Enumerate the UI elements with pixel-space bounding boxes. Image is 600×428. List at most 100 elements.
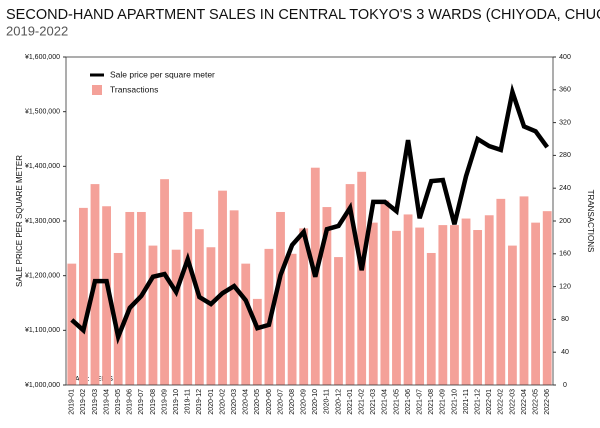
lines <box>70 83 550 345</box>
y-tick-label: ¥1,200,000 <box>25 273 60 280</box>
y2-tick-label: 400 <box>559 54 571 61</box>
bar <box>531 222 541 385</box>
x-tick-label: 2020-11 <box>324 389 331 414</box>
x-tick-label: 2022-04 <box>521 389 528 415</box>
bar <box>334 257 343 385</box>
x-tick-label: 2022-05 <box>532 389 539 415</box>
bar <box>461 218 471 385</box>
x-tick-label: 2022-03 <box>509 389 516 415</box>
x-tick-label: 2020-01 <box>208 389 215 415</box>
x-tick-label: 2019-10 <box>173 389 180 415</box>
bar <box>450 225 459 385</box>
x-tick-label: 2022-01 <box>486 389 493 415</box>
bar <box>484 215 494 385</box>
x-tick-label: 2020-06 <box>266 389 273 415</box>
y2-tick-label: 160 <box>559 251 571 258</box>
x-tick-label: 2021-07 <box>416 389 423 415</box>
y-tick-label: ¥1,000,000 <box>25 382 60 389</box>
x-tick-label: 2020-07 <box>277 389 284 415</box>
x-tick-label: 2021-03 <box>370 389 377 415</box>
y2-tick-label: 240 <box>559 185 571 192</box>
bar <box>496 198 506 385</box>
bar <box>229 210 239 385</box>
bar <box>218 190 227 385</box>
x-tick-label: 2019-07 <box>138 389 145 415</box>
legend-label: Transactions <box>110 84 158 94</box>
x-tick-label: 2019-06 <box>127 389 134 415</box>
x-tick-label: 2021-10 <box>451 389 458 415</box>
y2-tick-label: 360 <box>559 87 571 94</box>
x-tick-label: 2019-01 <box>69 389 76 415</box>
y-tick-label: ¥1,100,000 <box>25 327 60 334</box>
y-tick-label: ¥1,400,000 <box>25 163 60 170</box>
legend-swatch <box>92 85 102 95</box>
legend-label: Sale price per square meter <box>110 69 215 79</box>
x-tick-label: 2020-05 <box>254 389 261 415</box>
x-tick-label: 2019-03 <box>92 389 99 415</box>
x-tick-label: 2019-02 <box>80 389 87 415</box>
x-tick-label: 2020-02 <box>219 389 226 415</box>
x-tick-label: 2021-06 <box>405 389 412 415</box>
bar <box>508 245 517 385</box>
y2-tick-label: 320 <box>559 119 571 126</box>
y-axis-label: SALE PRICE PER SQUARE METER <box>15 155 24 287</box>
x-tick-label: 2019-11 <box>185 389 192 414</box>
x-tick-label: 2020-09 <box>301 389 308 415</box>
bar <box>322 207 332 385</box>
bar <box>380 200 390 385</box>
x-tick-label: 2022-06 <box>544 389 551 415</box>
bar <box>183 211 193 385</box>
bar <box>299 228 309 385</box>
bar <box>241 263 251 385</box>
x-tick-label: 2021-09 <box>440 389 447 415</box>
y-tick-label: ¥1,300,000 <box>25 218 60 225</box>
x-tick-label: 2019-04 <box>103 389 110 415</box>
chart-subtitle: 2019-2022 <box>6 23 68 38</box>
bar <box>542 211 552 385</box>
y2-tick-label: 280 <box>559 152 571 159</box>
x-tick-label: 2020-03 <box>231 389 238 415</box>
bar <box>125 211 135 385</box>
bar <box>160 179 169 385</box>
x-tick-label: 2020-12 <box>335 389 342 415</box>
bar <box>67 263 77 385</box>
y2-tick-label: 200 <box>559 218 571 225</box>
x-tick-label: 2020-08 <box>289 389 296 415</box>
bar <box>276 211 285 385</box>
bars <box>67 167 552 385</box>
x-tick-label: 2021-11 <box>463 389 470 414</box>
x-tick-label: 2019-05 <box>115 389 122 415</box>
bar <box>78 207 88 385</box>
bar <box>171 249 181 385</box>
chart-title: SECOND-HAND APARTMENT SALES IN CENTRAL T… <box>6 7 600 23</box>
y2-tick-label: 120 <box>559 283 571 290</box>
bar <box>113 252 123 385</box>
bar <box>252 298 262 385</box>
x-tick-label: 2021-12 <box>474 389 481 415</box>
y-tick-label: ¥1,600,000 <box>25 54 60 61</box>
x-tick-label: 2022-02 <box>498 389 505 415</box>
x-tick-label: 2019-09 <box>161 389 168 415</box>
bar <box>206 247 216 385</box>
bar <box>148 245 158 385</box>
bar <box>426 252 436 385</box>
bar <box>102 206 111 385</box>
x-tick-label: 2020-10 <box>312 389 319 415</box>
y2-tick-label: 0 <box>563 382 567 389</box>
y-tick-label: ¥1,500,000 <box>25 109 60 116</box>
x-tick-label: 2019-08 <box>150 389 157 415</box>
x-tick-label: 2021-01 <box>347 389 354 415</box>
bar <box>519 196 529 385</box>
bar <box>194 229 204 385</box>
bar <box>368 222 378 385</box>
x-tick-label: 2020-04 <box>243 389 250 415</box>
y2-tick-label: 80 <box>561 316 569 323</box>
x-tick-label: 2021-08 <box>428 389 435 415</box>
bar <box>415 227 425 385</box>
bar <box>357 171 367 385</box>
bar <box>287 253 297 385</box>
bar <box>473 230 483 385</box>
bar <box>345 184 355 385</box>
bar <box>438 225 448 385</box>
